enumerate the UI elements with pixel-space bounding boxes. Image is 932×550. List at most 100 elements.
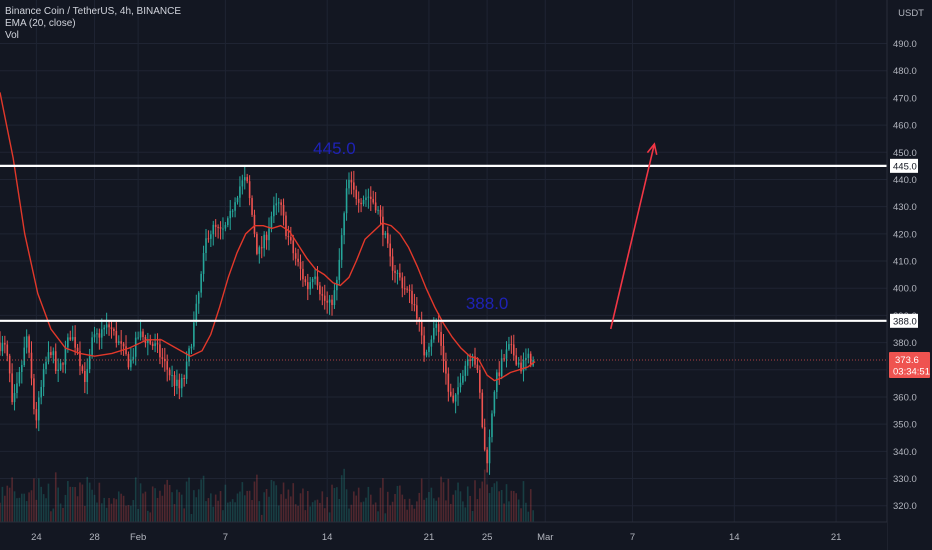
level-axis-tag [890,158,918,173]
volume-bar [338,498,341,522]
volume-bar [435,500,438,522]
volume-bar [430,487,433,522]
volume-bar [79,482,81,522]
volume-bar [273,481,275,522]
volume-bar [416,501,418,522]
volume-bar [212,506,215,522]
volume-bar [113,498,115,522]
candle-body [45,361,47,370]
candle-body [306,282,309,290]
candle-body [134,337,137,357]
candle-body [217,226,219,228]
candle-body [517,362,520,365]
candle-body [374,202,377,211]
volume-bar [132,500,135,522]
candle-body [394,270,396,273]
volume-bar [42,494,45,522]
x-tick-label: 7 [223,532,228,543]
candle-body [88,354,91,370]
candle-body [343,213,345,236]
volume-bar [529,489,532,522]
candle-body [30,352,33,379]
ema-legend: EMA (20, close) [5,18,76,29]
volume-bar [251,500,253,522]
volume-bar [384,513,387,522]
ema-line [0,92,536,382]
candle-body [57,369,59,372]
volume-bar [229,501,232,522]
volume-bar [333,488,336,522]
volume-bar [290,496,292,522]
volume-bar [258,501,261,522]
volume-bar [314,500,316,522]
volume-bar [433,498,435,522]
candle-body [401,277,404,289]
candle-body [84,370,86,383]
volume-bar [382,478,384,522]
candle-body [437,324,440,332]
volume-bar [239,491,241,522]
volume-bar [389,505,391,522]
volume-bar [168,484,171,522]
volume-bar [76,496,79,522]
volume-bar [449,503,452,522]
candle-body [275,203,278,206]
volume-bar [137,508,139,522]
volume-bar [142,493,144,522]
volume-bars [0,468,534,522]
volume-bar [348,508,350,522]
candle-body [350,179,353,183]
volume-bar [64,494,67,522]
candle-body [154,343,156,347]
candle-body [4,343,6,345]
volume-bar [98,482,101,522]
candle-body [256,233,258,254]
y-tick-label: 330.0 [893,474,917,485]
candle-body [503,358,505,360]
volume-bar [40,486,42,522]
volume-bar [193,490,195,522]
candle-body [183,378,185,380]
volume-bar [403,499,406,522]
y-tick-label: 470.0 [893,93,917,104]
candle-body [137,337,139,339]
candle-body [197,292,200,304]
candles [0,165,534,475]
candle-body [396,272,399,274]
volume-bar [454,490,457,522]
volume-bar [336,487,338,522]
volume-bar [294,504,297,522]
candle-body [117,341,120,343]
candle-body [440,331,442,346]
candle-body [345,188,348,214]
volume-bar [406,509,408,522]
candle-body [178,379,181,389]
volume-bar [202,475,205,522]
projection-arrowhead [646,142,658,156]
candle-body [481,392,484,428]
candle-body [433,327,435,340]
volume-bar [62,507,64,522]
volume-bar [57,487,59,522]
volume-bar [360,502,362,522]
volume-bar [299,493,302,522]
candle-body [418,318,421,321]
volume-bar [464,507,467,522]
candle-body [403,288,406,290]
volume-bar [517,499,520,522]
candle-body [287,236,290,238]
volume-bar [331,484,333,522]
candle-body [108,324,110,328]
volume-bar [234,502,236,522]
volume-bar [81,484,84,522]
candle-body [234,202,236,211]
volume-bar [483,469,486,522]
volume-bar [159,490,161,522]
volume-bar [50,511,52,522]
volume-bar [365,497,367,522]
candle-body [321,294,324,296]
candle-body [263,234,265,249]
candle-body [127,354,130,368]
